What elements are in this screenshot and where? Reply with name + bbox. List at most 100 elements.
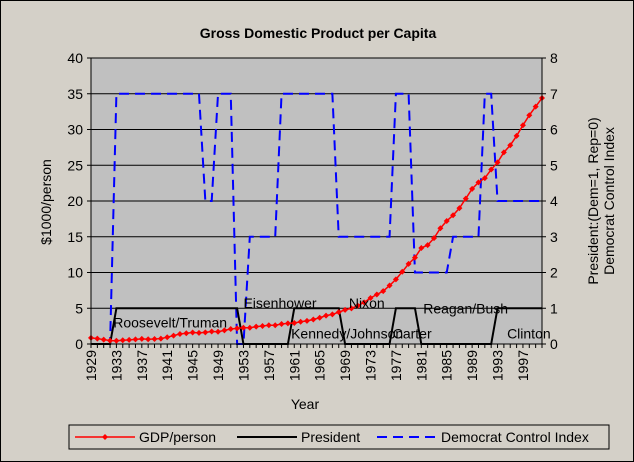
gdp-point: [380, 288, 387, 295]
gdp-point: [119, 337, 126, 344]
y2-tick-label: 8: [550, 50, 558, 66]
y-tick-label: 10: [67, 265, 83, 281]
gdp-point: [507, 142, 514, 149]
y2-tick-label: 1: [550, 300, 558, 316]
gdp-point: [278, 320, 285, 327]
gdp-point: [532, 103, 539, 110]
y2-tick-label: 0: [550, 336, 558, 352]
chart-title: Gross Domestic Product per Capita: [200, 25, 437, 41]
x-axis-label: Year: [291, 396, 320, 412]
legend-box: [68, 424, 610, 450]
gdp-point: [392, 276, 399, 283]
gdp-point: [113, 337, 120, 344]
gdp-point: [323, 312, 330, 319]
y-tick-label: 35: [67, 86, 83, 102]
gdp-point: [488, 166, 495, 173]
annotation-label: Roosevelt/Truman: [113, 315, 227, 331]
gdp-point: [215, 328, 222, 335]
y2-tick-label: 3: [550, 229, 558, 245]
legend: GDP/person President Democrat Control Inde…: [68, 424, 610, 450]
gdp-point: [316, 314, 323, 321]
gdp-point: [189, 329, 196, 336]
y-tick-label: 5: [75, 300, 83, 316]
gdp-point: [126, 336, 133, 343]
y-tick-label: 40: [67, 50, 83, 66]
annotation-label: Nixon: [349, 295, 385, 311]
gdp-point: [246, 324, 253, 331]
x-tick-label: 1997: [515, 350, 531, 381]
gdp-point: [418, 244, 425, 251]
gdp-point: [272, 322, 279, 329]
gdp-point: [494, 159, 501, 166]
gdp-point: [342, 306, 349, 313]
gdp-point: [386, 282, 393, 289]
annotation-label: Reagan/Bush: [423, 300, 508, 316]
gdp-point: [195, 329, 202, 336]
x-tick-label: 1941: [159, 350, 175, 381]
y2-axis-label-line1: President:(Dem=1, Rep=0): [585, 117, 601, 284]
x-tick-label: 1989: [464, 350, 480, 381]
y-tick-label: 30: [67, 122, 83, 138]
x-tick-label: 1933: [108, 350, 124, 381]
legend-label-dci: Democrat Control Index: [441, 429, 589, 445]
x-tick-label: 1929: [83, 350, 99, 381]
gdp-point: [513, 132, 520, 139]
x-tick-label: 1937: [134, 350, 150, 381]
gdp-point: [234, 325, 241, 332]
gdp-point: [424, 242, 431, 249]
gdp-point: [176, 330, 183, 337]
y2-tick-label: 4: [550, 193, 558, 209]
x-tick-label: 1993: [490, 350, 506, 381]
gdp-point: [208, 328, 215, 335]
gdp-point: [519, 122, 526, 129]
gdp-point: [291, 319, 298, 326]
gdp-point: [456, 205, 463, 212]
gdp-point: [107, 337, 114, 344]
legend-marker-gdp: [102, 434, 108, 440]
y-tick-label: 25: [67, 157, 83, 173]
annotation-label: Eisenhower: [243, 295, 316, 311]
x-tick-label: 1977: [388, 350, 404, 381]
annotation-label: Kennedy/Johnson: [291, 325, 403, 341]
x-tick-label: 1953: [235, 350, 251, 381]
gdp-point: [253, 323, 260, 330]
gdp-point: [500, 149, 507, 156]
gdp-point: [297, 318, 304, 325]
gdp-point: [303, 317, 310, 324]
gdp-point: [450, 212, 457, 219]
x-tick-label: 1957: [261, 350, 277, 381]
y2-tick-label: 6: [550, 122, 558, 138]
gdp-point: [469, 185, 476, 192]
gdp-point: [431, 235, 438, 242]
gdp-point: [151, 335, 158, 342]
y2-axis-label-line2: Democrat Control Index: [601, 127, 617, 275]
y2-tick-label: 5: [550, 157, 558, 173]
gdp-point: [170, 332, 177, 339]
gdp-point: [462, 195, 469, 202]
legend-label-gdp: GDP/person: [139, 429, 216, 445]
x-tick-label: 1961: [286, 350, 302, 381]
x-tick-label: 1969: [337, 350, 353, 381]
gdp-point: [437, 225, 444, 232]
gdp-point: [335, 309, 342, 316]
gdp-point: [481, 175, 488, 182]
x-tick-label: 1965: [312, 350, 328, 381]
y-axis-label: $1000/person: [38, 159, 54, 245]
gdp-point: [475, 179, 482, 186]
y-tick-label: 15: [67, 229, 83, 245]
dci-series-line: [91, 92, 542, 345]
gdp-point: [361, 299, 368, 306]
gdp-point: [132, 336, 139, 343]
y2-tick-label: 2: [550, 265, 558, 281]
y-tick-label: 20: [67, 193, 83, 209]
gdp-point: [202, 329, 209, 336]
annotation-label: Carter: [393, 325, 432, 341]
gdp-point: [405, 260, 412, 267]
gdp-point: [221, 327, 228, 334]
gdp-point: [373, 291, 380, 298]
gdp-point: [265, 322, 272, 329]
gdp-point: [138, 335, 145, 342]
gdp-point: [157, 335, 164, 342]
